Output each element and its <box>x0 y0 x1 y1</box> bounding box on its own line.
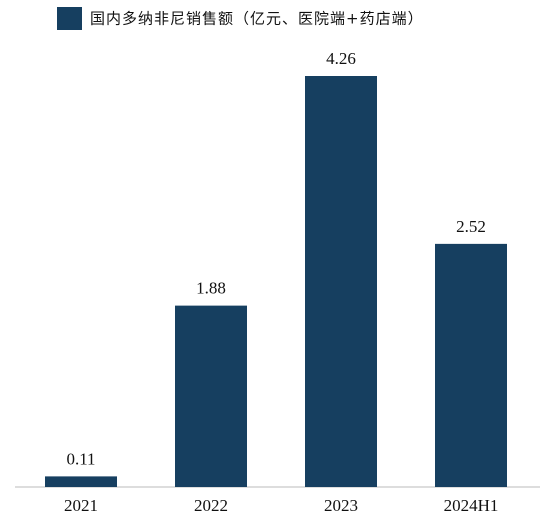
bar <box>435 243 507 487</box>
data-label: 4.26 <box>326 49 356 68</box>
x-tick-label: 2023 <box>324 496 358 515</box>
data-label: 2.52 <box>456 217 486 236</box>
bar <box>175 305 247 487</box>
x-tick-label: 2022 <box>194 496 228 515</box>
x-tick-label: 2024H1 <box>444 496 499 515</box>
x-tick-label: 2021 <box>64 496 98 515</box>
legend-label: 国内多纳非尼销售额（亿元、医院端+药店端） <box>90 10 424 28</box>
data-label: 1.88 <box>196 279 226 298</box>
legend-swatch <box>57 7 82 30</box>
bar <box>305 76 377 487</box>
data-label: 0.11 <box>66 449 95 468</box>
bar <box>45 476 117 487</box>
